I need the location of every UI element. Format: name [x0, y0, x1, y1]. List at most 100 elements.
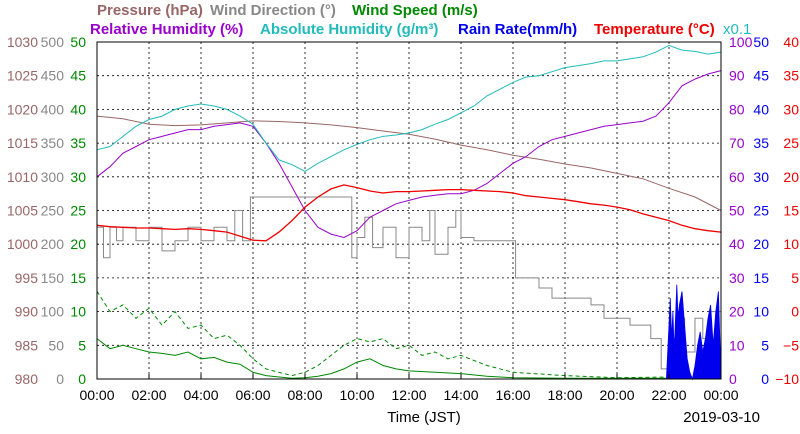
x-tick-label: 14:00 — [443, 387, 478, 403]
wind_direction-tick-label: 350 — [41, 135, 65, 151]
wind_speed-tick-label: 0 — [78, 371, 86, 387]
pressure-tick-label: 1030 — [7, 34, 38, 50]
x-tick-label: 08:00 — [287, 387, 322, 403]
humidity-tick-label: 80 — [729, 101, 745, 117]
series-wind-direction-line — [97, 196, 721, 370]
rain_rate-tick-label: 50 — [753, 34, 769, 50]
x-tick-label: 10:00 — [339, 387, 374, 403]
pressure-tick-label: 1010 — [7, 169, 38, 185]
rain_rate-tick-label: 35 — [753, 135, 769, 151]
series-temperature-c-line — [96, 184, 722, 242]
pressure-tick-label: 1025 — [7, 68, 38, 84]
humidity-tick-label: 20 — [729, 304, 745, 320]
humidity-tick-label: 0 — [729, 371, 737, 387]
temperature-tick-label: −5 — [783, 337, 799, 353]
legend-item: x0.1 — [723, 21, 751, 38]
rain_rate-tick-label: 25 — [753, 203, 769, 219]
x-tick-label: 00:00 — [79, 387, 114, 403]
wind_direction-tick-label: 200 — [41, 236, 65, 252]
wind_speed-tick-label: 20 — [70, 236, 86, 252]
temperature-tick-label: −10 — [775, 371, 799, 387]
humidity-tick-label: 60 — [729, 169, 745, 185]
x-axis: 00:00 02:00 04:00 06:00 08:00 10:00 12:00 14:00… — [79, 374, 739, 403]
x-tick-label: 04:00 — [183, 387, 218, 403]
wind_direction-tick-label: 50 — [48, 337, 64, 353]
humidity-tick-label: 30 — [729, 270, 745, 286]
x-tick-label: 02:00 — [131, 387, 166, 403]
humidity-tick-label: 50 — [729, 203, 745, 219]
x-tick-label: 16:00 — [495, 387, 530, 403]
temperature-tick-label: 25 — [783, 135, 799, 151]
series-rain-rate-area — [665, 284, 722, 381]
rain_rate-tick-label: 15 — [753, 270, 769, 286]
legend-item: Relative Humidity (%) — [90, 21, 243, 38]
wind_direction-tick-label: 100 — [41, 304, 65, 320]
wind_direction-tick-label: 300 — [41, 169, 65, 185]
series-absolute-humidity-g-m-line — [96, 44, 722, 172]
pressure-tick-label: 990 — [15, 304, 39, 320]
wind_direction-tick-label: 500 — [41, 34, 65, 50]
grid — [97, 42, 721, 379]
wind_direction-tick-label: 0 — [56, 371, 64, 387]
date-label: 2019-03-10 — [683, 409, 760, 426]
pressure-tick-label: 1015 — [7, 135, 38, 151]
pressure-tick-label: 1005 — [7, 203, 38, 219]
temperature-tick-label: 10 — [783, 236, 799, 252]
wind_speed-tick-label: 45 — [70, 68, 86, 84]
x-tick-label: 06:00 — [235, 387, 270, 403]
wind_speed-tick-label: 25 — [70, 203, 86, 219]
temperature-tick-label: 0 — [791, 304, 799, 320]
x-axis-label: Time (JST) — [387, 409, 461, 426]
x-tick-label: 00:00 — [703, 387, 738, 403]
temperature-tick-label: 15 — [783, 203, 799, 219]
wind_speed-tick-label: 40 — [70, 101, 86, 117]
humidity-tick-label: 10 — [729, 337, 745, 353]
humidity-tick-label: 40 — [729, 236, 745, 252]
rain_rate-tick-label: 5 — [761, 337, 769, 353]
humidity-tick-label: 70 — [729, 135, 745, 151]
legend-item: Temperature (°C) — [594, 21, 715, 38]
series-layer — [96, 44, 722, 381]
series-relative-humidity-line — [96, 70, 722, 239]
left-axes: 9809859909951000100510101015102010251030… — [7, 34, 86, 387]
series-pressure-hpa-line — [96, 115, 722, 211]
humidity-tick-label: 90 — [729, 68, 745, 84]
wind_speed-tick-label: 5 — [78, 337, 86, 353]
rain_rate-tick-label: 40 — [753, 101, 769, 117]
wind_direction-tick-label: 400 — [41, 101, 65, 117]
x-tick-label: 22:00 — [651, 387, 686, 403]
x-tick-label: 20:00 — [599, 387, 634, 403]
pressure-tick-label: 995 — [15, 270, 39, 286]
right-axes: 0102030405060708090100051015202530354045… — [729, 34, 799, 387]
legend-item: Wind Speed (m/s) — [352, 2, 478, 19]
wind_direction-tick-label: 150 — [41, 270, 65, 286]
pressure-tick-label: 985 — [15, 337, 39, 353]
pressure-tick-label: 1000 — [7, 236, 38, 252]
legend-item: Wind Direction (°) — [210, 2, 336, 19]
pressure-tick-label: 1020 — [7, 101, 38, 117]
temperature-tick-label: 35 — [783, 68, 799, 84]
wind_direction-tick-label: 450 — [41, 68, 65, 84]
x-tick-label: 18:00 — [547, 387, 582, 403]
pressure-tick-label: 980 — [15, 371, 39, 387]
x-tick-label: 12:00 — [391, 387, 426, 403]
humidity-tick-label: 100 — [729, 34, 753, 50]
wind_speed-tick-label: 15 — [70, 270, 86, 286]
wind_speed-tick-label: 50 — [70, 34, 86, 50]
temperature-tick-label: 30 — [783, 101, 799, 117]
legend: Pressure (hPa) Wind Direction (°) Wind Spe… — [90, 2, 751, 38]
wind_direction-tick-label: 250 — [41, 203, 65, 219]
rain_rate-tick-label: 10 — [753, 304, 769, 320]
rain_rate-tick-label: 20 — [753, 236, 769, 252]
wind_speed-tick-label: 30 — [70, 169, 86, 185]
legend-item: Absolute Humidity (g/m³) — [260, 21, 438, 38]
temperature-tick-label: 40 — [783, 34, 799, 50]
rain_rate-tick-label: 0 — [761, 371, 769, 387]
series-wind-speed-gust-line — [96, 291, 722, 380]
legend-item: Rain Rate(mm/h) — [458, 21, 577, 38]
legend-item: Pressure (hPa) — [97, 2, 203, 19]
wind_speed-tick-label: 35 — [70, 135, 86, 151]
temperature-tick-label: 20 — [783, 169, 799, 185]
